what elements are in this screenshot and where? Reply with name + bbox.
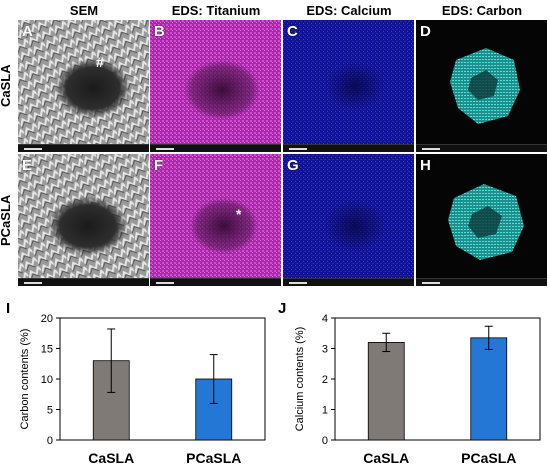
panel-eds-titanium-casla: B [150,20,281,152]
panel-letter: D [420,23,431,40]
scale-bar [18,144,149,152]
panel-letter: E [22,157,33,174]
panel-eds-carbon-pcasla: H [416,154,547,286]
panel-letter: H [420,157,431,174]
carbon-map [416,20,547,152]
calcium-map [283,20,414,152]
y-tick-label: 15 [41,344,53,356]
panel-sem-pcasla: E [18,154,149,286]
chart-letter-j: J [278,300,287,317]
y-tick-label: 4 [322,313,328,325]
panel-letter: G [287,157,299,174]
y-tick-label: 5 [47,405,53,417]
sem-image [18,154,149,286]
scale-bar [150,144,281,152]
panel-letter: F [154,157,164,174]
bar [367,342,405,441]
column-title-titanium: EDS: Titanium [171,3,261,18]
column-title-calcium: EDS: Calcium [306,3,392,18]
panel-letter: C [287,23,298,40]
chart-letter-i: I [6,300,11,317]
y-tick-label: 1 [322,405,328,417]
category-label: CaSLA [363,450,409,466]
plot-frame [59,317,266,441]
category-label: PCaSLA [186,450,241,466]
scale-bar [283,278,414,286]
category-label: PCaSLA [461,450,516,466]
y-tick-label: 10 [41,374,53,386]
bar [470,337,508,441]
y-axis-label: Calcium contents (%) [294,327,306,432]
scale-bar [150,278,281,286]
calcium-contents-chart: 0 1 2 3 4 Calcium contents (%) CaSLA PCaSLA [294,313,541,466]
asterisk-mark: * [236,206,242,222]
y-tick-label: 3 [322,344,328,356]
y-tick-label: 2 [322,374,328,386]
y-tick-label: 0 [47,435,53,447]
scale-bar [283,144,414,152]
carbon-contents-chart: 0 5 10 15 20 Carbon contents (%) CaSLA PCaSLA [19,313,266,466]
panel-eds-calcium-casla: C [283,20,414,152]
calcium-map [283,154,414,286]
plot-frame [334,317,541,441]
hash-mark: # [96,54,104,70]
scale-bar [18,278,149,286]
panel-eds-carbon-casla: D [416,20,547,152]
panel-sem-casla: A # [18,20,149,152]
carbon-map [416,154,547,286]
y-tick-label: 0 [322,435,328,447]
panel-eds-calcium-pcasla: G [283,154,414,286]
titanium-map [150,154,281,286]
panel-eds-titanium-pcasla: F * [150,154,281,286]
panel-letter: A [22,23,33,40]
panel-letter: B [154,23,165,40]
column-title-carbon: EDS: Carbon [441,3,523,18]
titanium-map [150,20,281,152]
column-title-sem: SEM [69,3,99,18]
category-label: CaSLA [88,450,134,466]
y-tick-label: 20 [41,313,53,325]
scale-bar [416,278,547,286]
row-label-pcasla: PCaSLA [0,194,13,246]
scale-bar [416,144,547,152]
sem-image [18,20,149,152]
y-axis-label: Carbon contents (%) [19,329,31,430]
row-label-casla: CaSLA [0,64,13,108]
